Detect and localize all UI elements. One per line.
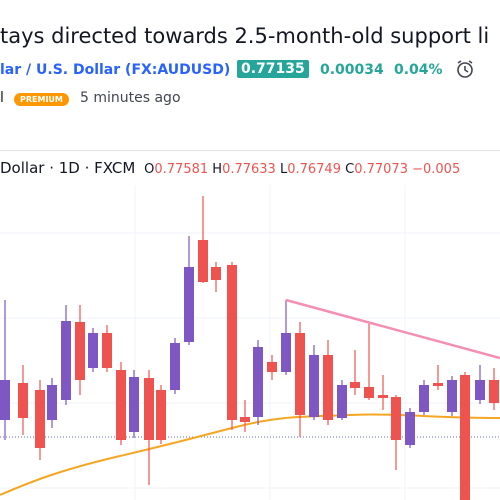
candle-body [475,380,485,400]
candle-body [35,390,45,448]
c-value: 0.77073 [354,162,408,177]
candle-body [156,390,166,440]
moving-average [0,413,500,496]
premium-badge: PREMIUM [14,93,69,106]
candle-body [184,267,194,342]
time: 5 minutes ago [80,90,181,106]
change-pct: 0.04% [394,62,443,78]
candle-body [267,362,277,372]
o-value: 0.77581 [154,162,209,177]
candle-body [433,383,443,386]
candle-body [447,380,457,412]
candle-body [337,385,347,418]
change: 0.00034 [320,62,384,78]
candle-body [378,395,388,398]
chart-legend: Dollar · 1D · FXCM O0.77581 H0.77633 L0.… [0,159,460,177]
candle-body [253,347,263,417]
symbol-link[interactable]: lar / U.S. Dollar (FX:AUDUSD) [0,62,230,78]
candle-body [323,355,333,420]
candle-body [102,333,112,368]
h-value: 0.77633 [222,162,276,177]
candle-body [489,380,499,403]
candle-body [116,370,126,440]
headline: tays directed towards 2.5-month-old supp… [0,24,490,48]
candle-body [198,240,208,282]
delta: −0.005 [412,162,461,177]
candle-body [75,322,85,380]
divider [0,150,500,151]
candle-body [240,417,250,422]
trend-line [285,298,500,360]
candle-body [0,380,10,420]
candle-body [309,355,319,417]
candle-body [47,385,57,420]
ohlc: O0.77581 H0.77633 L0.76749 C0.77073 −0.0… [144,162,460,177]
candle-body [227,265,237,420]
author[interactable]: l [0,90,4,106]
candle-body [88,333,98,368]
candle-body [405,412,415,445]
candle-body [211,267,221,280]
symbol-code[interactable]: (FX:AUDUSD) [125,62,231,78]
candle-body [391,397,401,440]
l-label: L [279,162,288,177]
candle-body [170,343,180,390]
candle-body [460,375,470,500]
candle-body [144,378,154,440]
price-box: 0.77135 [237,60,309,78]
c-label: C [345,162,355,177]
h-label: H [212,162,223,177]
candle-body [419,385,429,412]
candle-body [281,333,291,372]
legend-name: Dollar · 1D · FXCM [0,159,136,177]
candle-body [350,382,360,388]
candle-body [18,383,28,418]
symbol-name[interactable]: lar / U.S. Dollar [0,62,121,78]
candle-body [364,387,374,398]
grid [0,185,500,500]
o-label: O [144,162,155,177]
alert-icon[interactable] [454,58,476,80]
candle-body [61,321,71,400]
l-value: 0.76749 [287,162,341,177]
candle-body [295,333,305,415]
candle-body [129,377,139,432]
